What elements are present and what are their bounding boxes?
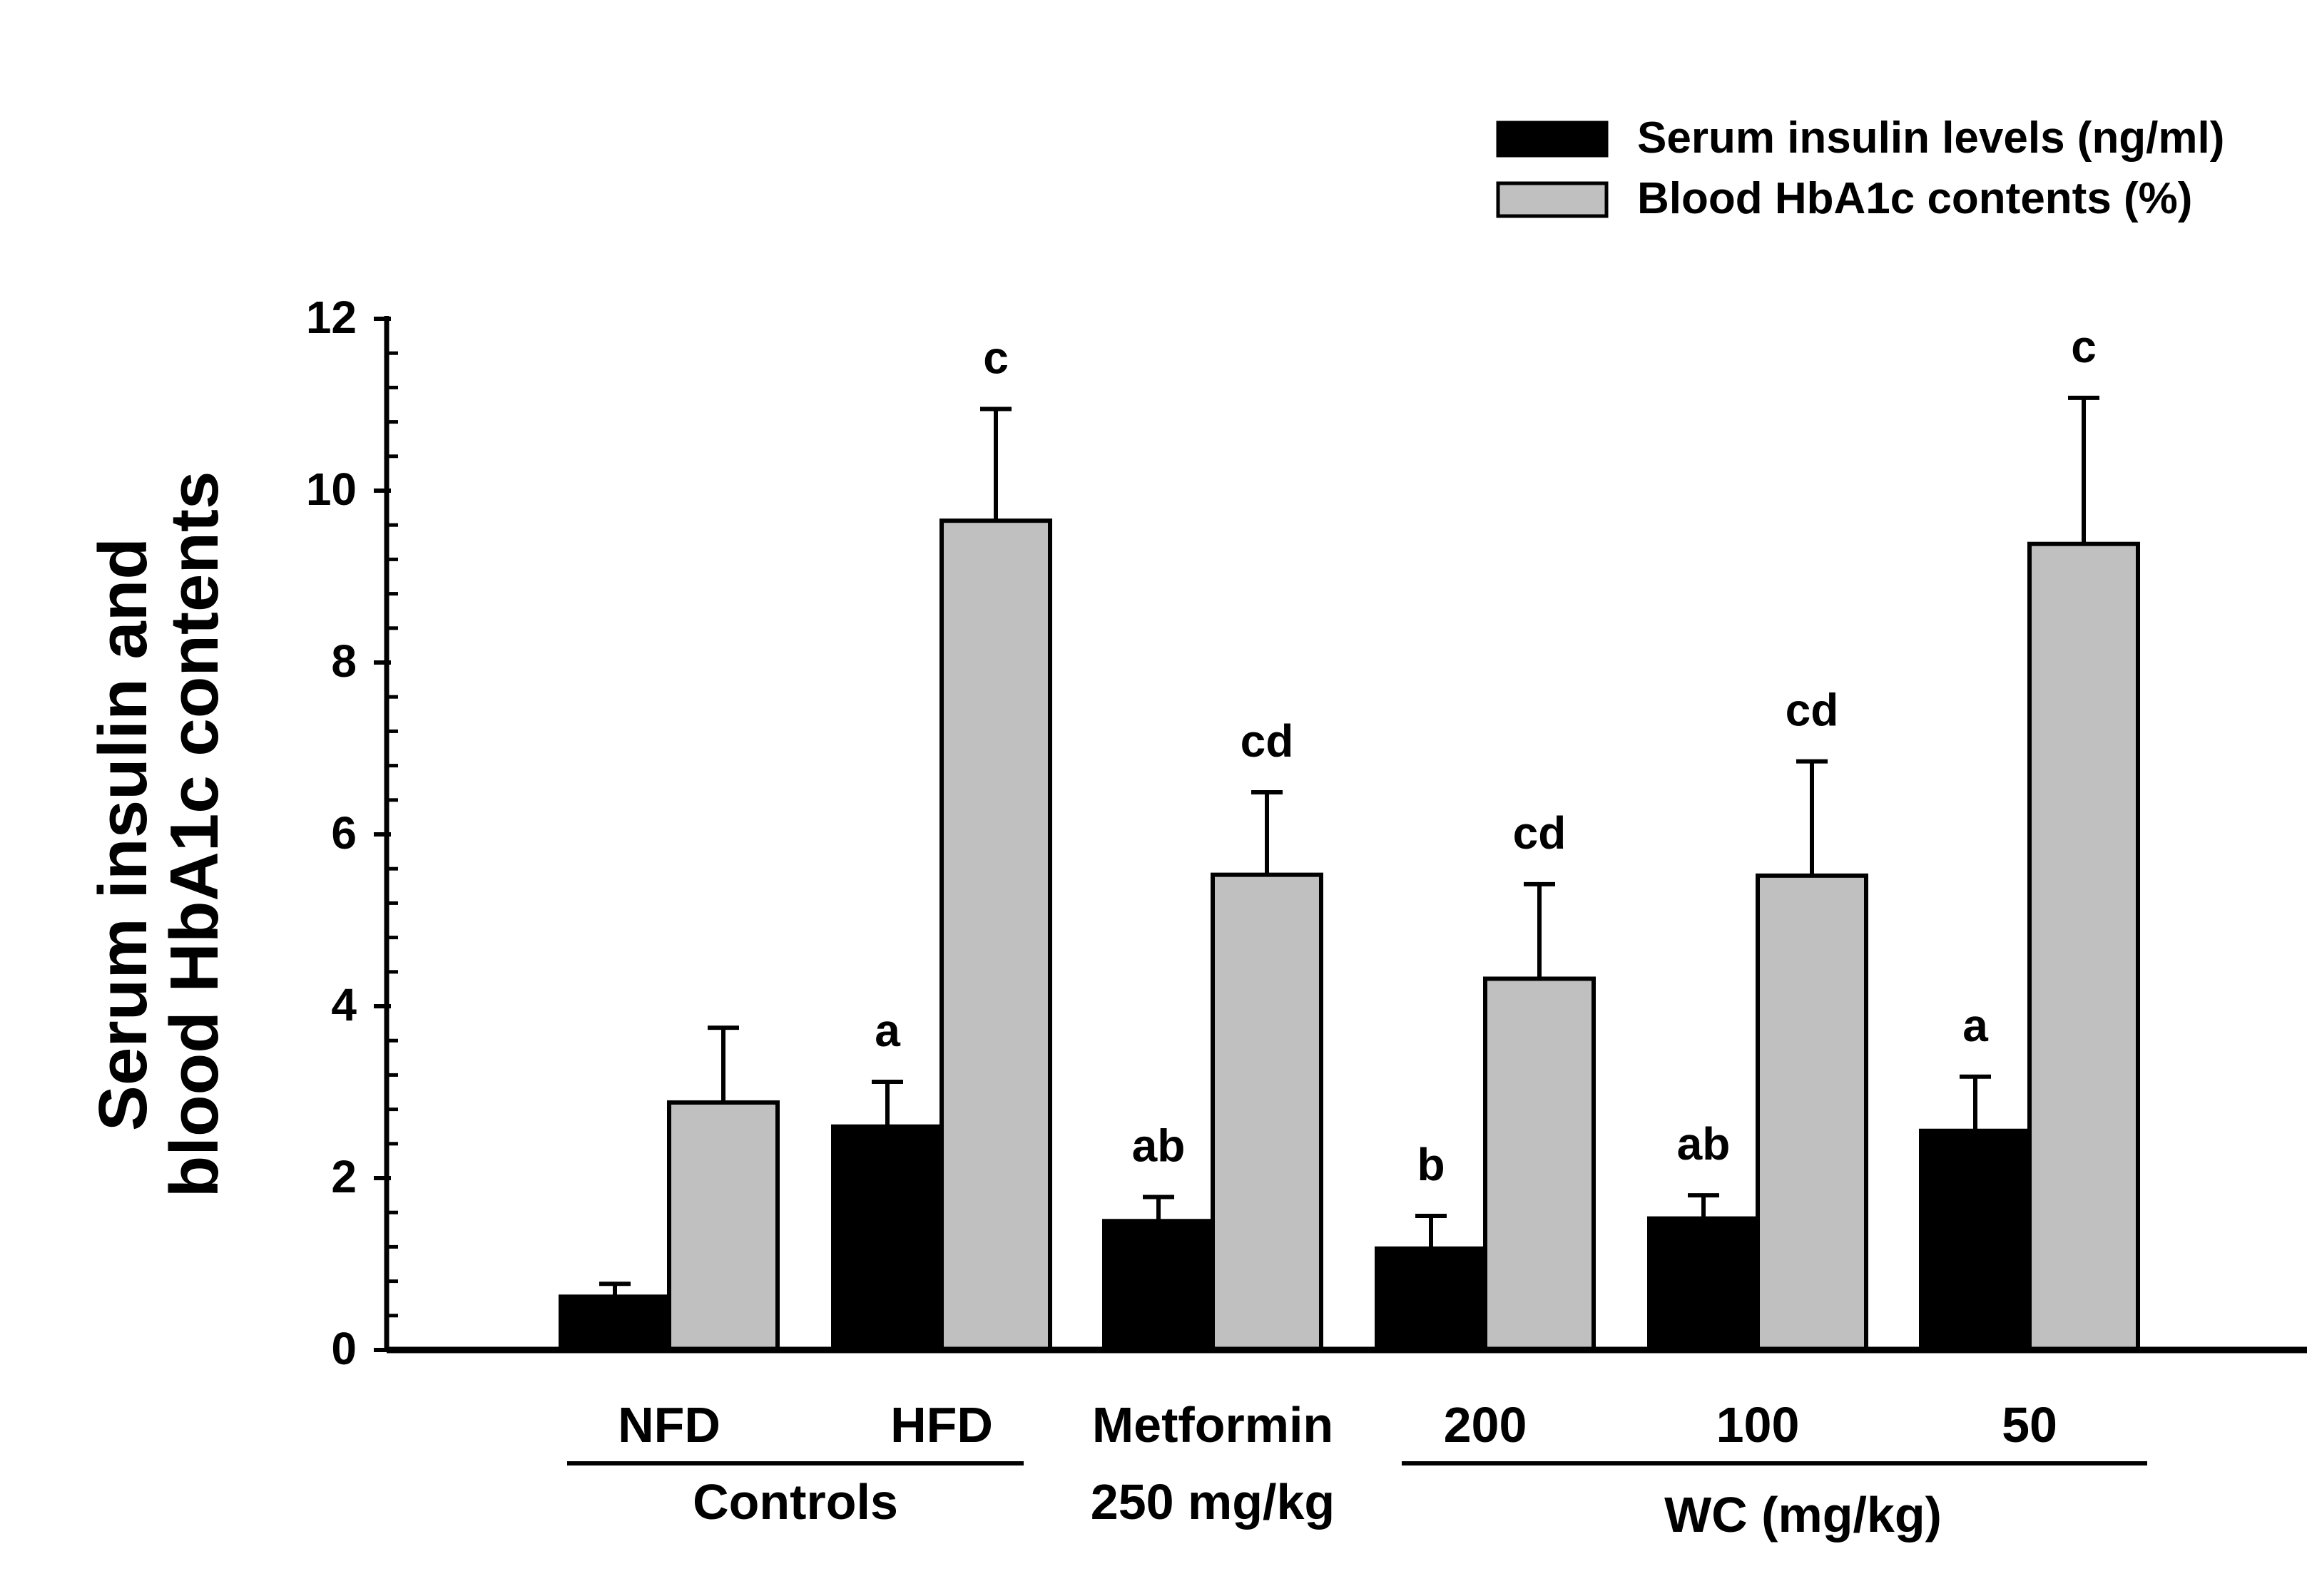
- bar-insulin: [1102, 1219, 1215, 1352]
- significance-letter: c: [2071, 321, 2097, 372]
- significance-letter: c: [983, 332, 1009, 384]
- bar-insulin: [1919, 1128, 2032, 1352]
- y-tick-label: 10: [306, 464, 357, 515]
- bars: a c ab cd b cd ab cd a c: [559, 321, 2140, 1353]
- y-tick-label: 12: [306, 292, 357, 343]
- significance-letter: b: [1417, 1139, 1445, 1190]
- bar-insulin: [559, 1294, 671, 1353]
- y-axis-label-line: blood HbA1c contents: [156, 471, 233, 1198]
- y-tick-label: 8: [331, 635, 357, 687]
- y-axis: 0 2 4 6 8 10 12: [306, 292, 398, 1374]
- x-tick-label: NFD: [618, 1397, 720, 1453]
- bar-hba1c: [1483, 976, 1596, 1352]
- bar-hba1c: [939, 518, 1052, 1352]
- bar-hba1c: [667, 1100, 780, 1352]
- significance-letter: cd: [1513, 807, 1567, 859]
- x-tick-sublabel: 250 mg/kg: [1091, 1474, 1335, 1530]
- significance-letter: cd: [1241, 715, 1294, 767]
- bar-insulin: [831, 1124, 944, 1352]
- significance-letter: a: [875, 1005, 900, 1056]
- legend-swatch: [1496, 181, 1609, 218]
- legend-swatch: [1496, 121, 1609, 158]
- group-label: Controls: [693, 1474, 898, 1530]
- legend: Serum insulin levels (ng/ml) Blood HbA1c …: [1496, 113, 2224, 223]
- significance-letter: ab: [1677, 1118, 1731, 1170]
- significance-letter: a: [1962, 1000, 1988, 1051]
- y-tick-label: 2: [331, 1151, 357, 1202]
- bar-hba1c: [1756, 873, 1868, 1352]
- x-tick-label: 50: [2002, 1397, 2057, 1453]
- legend-label: Serum insulin levels (ng/ml): [1637, 113, 2224, 163]
- bar-hba1c: [2027, 541, 2140, 1353]
- y-tick-label: 0: [331, 1323, 357, 1374]
- significance-letter: cd: [1786, 685, 1839, 736]
- group-label: WC (mg/kg): [1664, 1487, 1942, 1543]
- y-tick-label: 6: [331, 807, 357, 859]
- bar-insulin: [1647, 1216, 1760, 1353]
- y-tick-label: 4: [331, 979, 357, 1030]
- significance-letter: ab: [1132, 1120, 1186, 1172]
- x-tick-label: Metformin: [1092, 1397, 1333, 1453]
- x-axis: NFD HFD Metformin 250 mg/kg 200 100 50 Controls…: [387, 1346, 2307, 1543]
- bar-insulin: [1375, 1246, 1487, 1353]
- y-axis-label-line: Serum insulin and: [85, 538, 161, 1131]
- bar-hba1c: [1211, 872, 1323, 1352]
- x-tick-label: 200: [1444, 1397, 1527, 1453]
- x-tick-label: 100: [1716, 1397, 1800, 1453]
- legend-label: Blood HbA1c contents (%): [1637, 174, 2192, 223]
- x-tick-label: HFD: [890, 1397, 993, 1453]
